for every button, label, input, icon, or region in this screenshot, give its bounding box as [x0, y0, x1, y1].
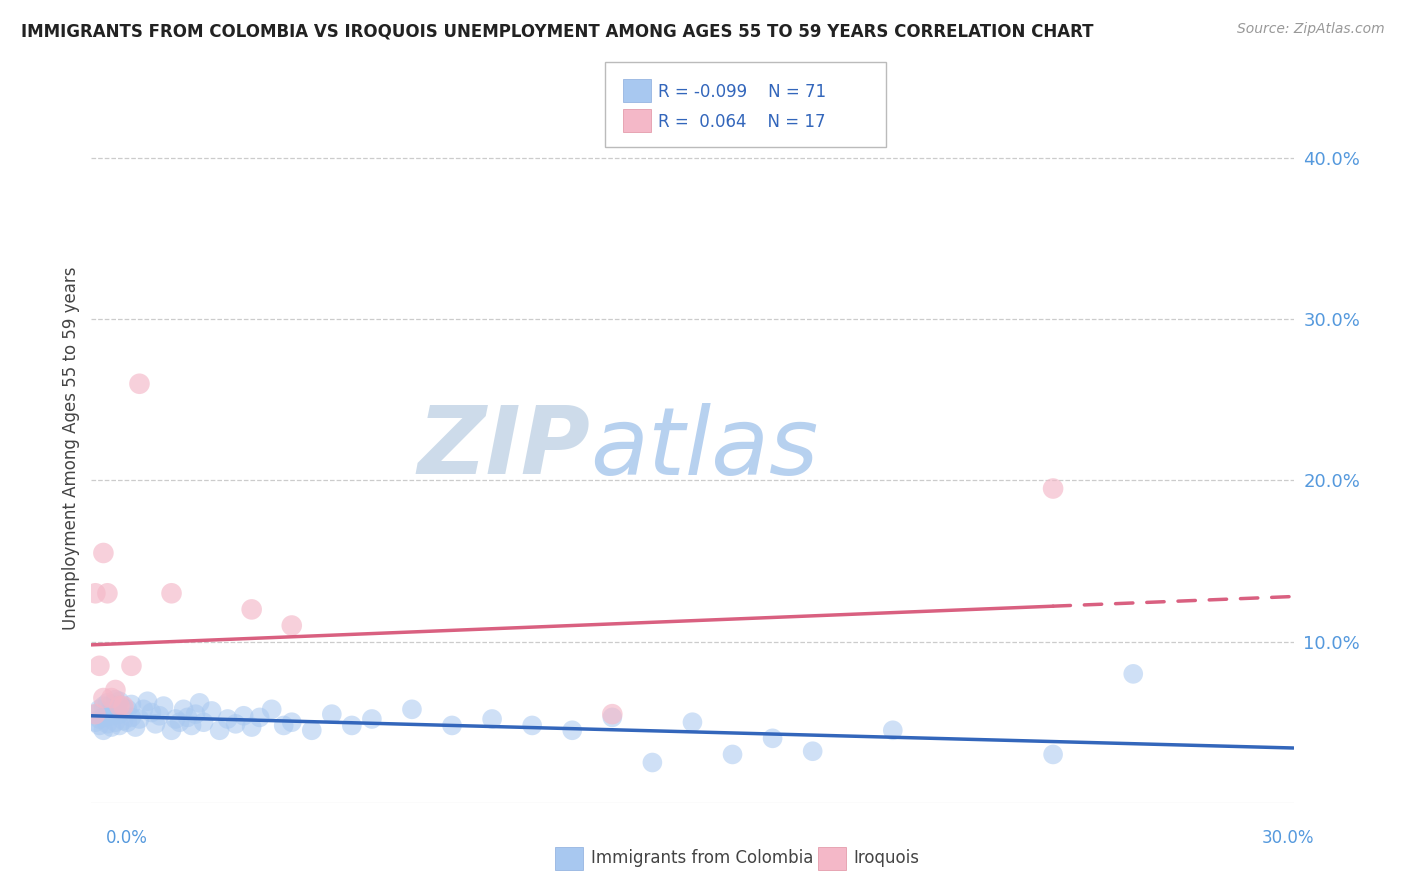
Point [281, 618, 304, 632]
Point [160, 586, 183, 600]
Point [188, 696, 211, 710]
Point [145, 716, 167, 731]
Point [401, 702, 423, 716]
Text: IMMIGRANTS FROM COLOMBIA VS IROQUOIS UNEMPLOYMENT AMONG AGES 55 TO 59 YEARS CORR: IMMIGRANTS FROM COLOMBIA VS IROQUOIS UNE… [21, 22, 1094, 40]
Point [93, 710, 115, 724]
Text: ZIP: ZIP [418, 402, 591, 494]
Text: 30.0%: 30.0% [1263, 829, 1315, 847]
Text: atlas: atlas [591, 402, 818, 494]
Point [89, 658, 111, 673]
Point [169, 715, 191, 730]
Point [602, 710, 624, 724]
Point [240, 602, 263, 616]
Point [201, 704, 224, 718]
Point [104, 692, 127, 706]
Text: R = -0.099    N = 71: R = -0.099 N = 71 [658, 83, 827, 101]
Point [100, 691, 122, 706]
Point [128, 376, 150, 391]
Point [481, 712, 503, 726]
Point [141, 706, 163, 720]
Point [165, 712, 187, 726]
Point [440, 718, 463, 732]
Point [801, 744, 824, 758]
Point [100, 708, 122, 723]
Point [121, 658, 143, 673]
Point [128, 712, 150, 726]
Point [104, 683, 127, 698]
Point [208, 723, 231, 738]
Point [93, 691, 115, 706]
Point [360, 712, 382, 726]
Point [240, 720, 263, 734]
Point [225, 716, 247, 731]
Text: 0.0%: 0.0% [105, 829, 148, 847]
Point [193, 715, 215, 730]
Point [301, 723, 323, 738]
Point [721, 747, 744, 762]
Point [249, 710, 271, 724]
Point [132, 702, 155, 716]
Point [124, 720, 146, 734]
Point [96, 707, 118, 722]
Point [84, 707, 107, 722]
Text: Source: ZipAtlas.com: Source: ZipAtlas.com [1237, 22, 1385, 37]
Text: Iroquois: Iroquois [853, 849, 920, 867]
Point [152, 699, 174, 714]
Point [121, 698, 143, 712]
Point [1122, 666, 1144, 681]
Point [96, 696, 118, 710]
Point [602, 707, 624, 722]
Point [112, 714, 135, 728]
Point [321, 707, 343, 722]
Point [217, 712, 239, 726]
Point [160, 723, 183, 738]
Point [89, 702, 111, 716]
Point [232, 708, 254, 723]
Point [681, 715, 703, 730]
Point [108, 707, 131, 722]
Point [89, 712, 111, 726]
Point [136, 694, 159, 708]
Point [96, 586, 118, 600]
Point [108, 699, 131, 714]
Point [108, 694, 131, 708]
Point [104, 704, 127, 718]
Point [882, 723, 904, 738]
Point [148, 708, 170, 723]
Point [176, 710, 198, 724]
Point [108, 718, 131, 732]
Point [84, 707, 107, 722]
Point [112, 699, 135, 714]
Point [117, 702, 139, 716]
Point [1042, 482, 1064, 496]
Y-axis label: Unemployment Among Ages 55 to 59 years: Unemployment Among Ages 55 to 59 years [62, 267, 80, 630]
Point [762, 731, 785, 746]
Point [273, 718, 295, 732]
Point [112, 700, 135, 714]
Point [184, 707, 207, 722]
Text: R =  0.064    N = 17: R = 0.064 N = 17 [658, 113, 825, 131]
Point [89, 718, 111, 732]
Point [281, 715, 304, 730]
Point [93, 699, 115, 714]
Point [117, 715, 139, 730]
Point [100, 720, 122, 734]
Point [84, 715, 107, 730]
Point [180, 718, 202, 732]
Text: Immigrants from Colombia: Immigrants from Colombia [591, 849, 813, 867]
Point [522, 718, 544, 732]
Point [93, 723, 115, 738]
Point [1042, 747, 1064, 762]
Point [96, 716, 118, 731]
Point [121, 710, 143, 724]
Point [340, 718, 363, 732]
Point [93, 546, 115, 560]
Point [104, 715, 127, 730]
Point [641, 756, 664, 770]
Point [260, 702, 283, 716]
Point [561, 723, 583, 738]
Point [173, 702, 195, 716]
Point [100, 698, 122, 712]
Point [84, 586, 107, 600]
